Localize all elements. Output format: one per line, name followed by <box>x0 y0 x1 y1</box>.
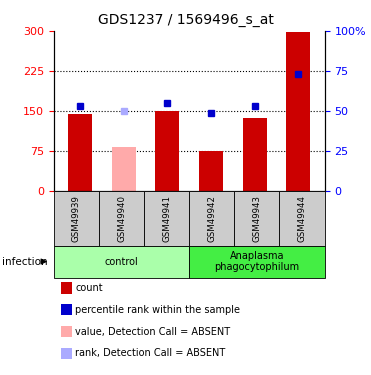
Text: value, Detection Call = ABSENT: value, Detection Call = ABSENT <box>75 327 230 336</box>
Bar <box>68 114 92 191</box>
Text: GSM49941: GSM49941 <box>162 195 171 242</box>
Text: Anaplasma
phagocytophilum: Anaplasma phagocytophilum <box>214 251 299 272</box>
Text: infection: infection <box>2 256 47 267</box>
Bar <box>243 118 267 191</box>
Text: rank, Detection Call = ABSENT: rank, Detection Call = ABSENT <box>75 348 226 358</box>
Bar <box>286 32 311 191</box>
Text: GSM49943: GSM49943 <box>252 195 262 242</box>
Text: count: count <box>75 283 103 293</box>
Text: GSM49939: GSM49939 <box>72 195 81 242</box>
Text: GSM49944: GSM49944 <box>298 195 306 242</box>
Text: GSM49942: GSM49942 <box>207 195 216 242</box>
Bar <box>112 147 136 191</box>
Bar <box>155 111 180 191</box>
Text: GDS1237 / 1569496_s_at: GDS1237 / 1569496_s_at <box>98 13 273 27</box>
Text: control: control <box>105 256 138 267</box>
Text: percentile rank within the sample: percentile rank within the sample <box>75 305 240 315</box>
Text: GSM49940: GSM49940 <box>117 195 126 242</box>
Bar <box>199 151 223 191</box>
